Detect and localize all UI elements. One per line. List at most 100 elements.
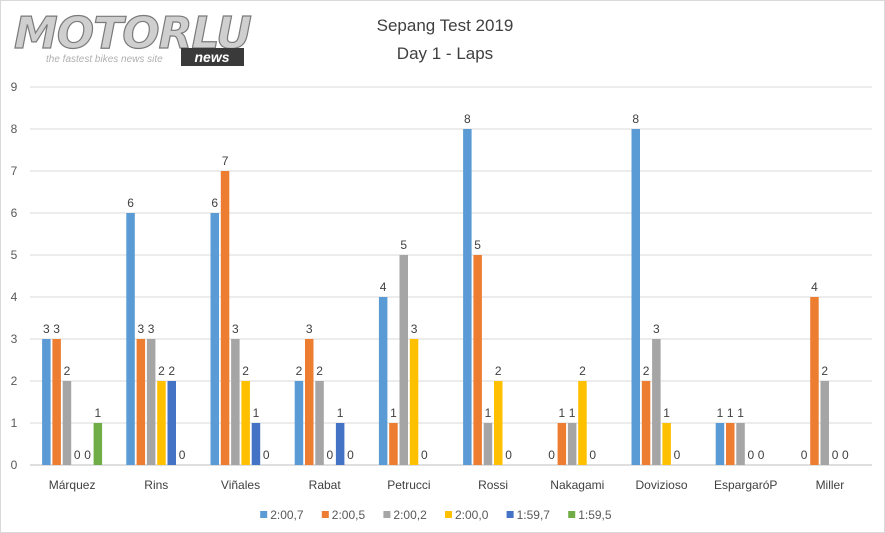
data-label: 0 xyxy=(327,448,334,462)
data-label: 6 xyxy=(127,196,134,210)
bar-2:00,2 xyxy=(652,339,661,465)
bar-2:00,5 xyxy=(726,423,735,465)
bar-2:00,5 xyxy=(220,171,230,465)
data-label: 0 xyxy=(548,448,555,462)
data-label: 0 xyxy=(748,448,755,462)
bar-2:00,5 xyxy=(136,339,146,465)
data-label: 0 xyxy=(505,448,512,462)
legend-label: 1:59,5 xyxy=(578,508,612,522)
x-tick-label: Márquez xyxy=(49,478,96,492)
legend-label: 1:59,7 xyxy=(517,508,551,522)
motorlu-logo: MOTORLU news the fastest bikes news site xyxy=(13,7,253,66)
legend-label: 2:00,0 xyxy=(455,508,489,522)
data-label: 3 xyxy=(148,322,155,336)
y-tick-label: 6 xyxy=(11,206,18,220)
bar-2:00,0 xyxy=(662,423,671,465)
x-tick-label: Rabat xyxy=(309,478,342,492)
data-label: 3 xyxy=(232,322,239,336)
bar-2:00,2 xyxy=(567,423,577,465)
data-label: 1 xyxy=(95,406,102,420)
y-tick-label: 9 xyxy=(11,80,18,94)
legend-swatch xyxy=(260,511,268,518)
x-tick-label: Nakagami xyxy=(550,478,604,492)
data-label: 0 xyxy=(74,448,81,462)
bar-1:59,7 xyxy=(167,381,176,465)
bar-2:00,0 xyxy=(157,381,166,465)
data-label: 1 xyxy=(737,406,744,420)
legend: 2:00,7 2:00,5 2:00,2 2:00,0 1:59,7 1:59,5 xyxy=(260,508,612,522)
x-tick-label: Petrucci xyxy=(387,478,430,492)
data-label: 5 xyxy=(474,238,481,252)
bar-series xyxy=(42,129,829,465)
data-label: 0 xyxy=(674,448,681,462)
bar-2:00,2 xyxy=(399,255,408,465)
bar-2:00,2 xyxy=(62,381,72,465)
data-label: 2 xyxy=(316,364,323,378)
x-tick-label: Rossi xyxy=(478,478,508,492)
data-label: 2 xyxy=(579,364,586,378)
data-label: 1 xyxy=(253,406,260,420)
data-label: 0 xyxy=(589,448,596,462)
bar-2:00,0 xyxy=(241,381,250,465)
data-label: 0 xyxy=(84,448,91,462)
data-label: 2 xyxy=(158,364,165,378)
legend-label: 2:00,2 xyxy=(393,508,427,522)
bar-2:00,5 xyxy=(557,423,567,465)
logo-badge-bg xyxy=(181,48,244,66)
y-tick-label: 2 xyxy=(11,374,18,388)
x-tick-label: EspargaróP xyxy=(714,478,777,492)
data-label: 5 xyxy=(400,238,407,252)
data-label: 6 xyxy=(211,196,218,210)
data-label: 3 xyxy=(653,322,660,336)
data-label: 1 xyxy=(390,406,397,420)
bar-2:00,2 xyxy=(231,339,240,465)
data-label: 2 xyxy=(168,364,175,378)
data-label: 0 xyxy=(832,448,839,462)
data-label: 4 xyxy=(811,280,818,294)
data-label: 3 xyxy=(306,322,313,336)
legend-swatch xyxy=(383,511,391,518)
data-label: 3 xyxy=(138,322,145,336)
x-tick-label: Miller xyxy=(816,478,845,492)
data-label: 3 xyxy=(53,322,60,336)
y-tick-label: 0 xyxy=(11,458,18,472)
y-tick-label: 7 xyxy=(11,164,18,178)
data-label: 0 xyxy=(347,448,354,462)
bar-2:00,2 xyxy=(315,381,324,465)
data-label: 0 xyxy=(421,448,428,462)
bar-2:00,7 xyxy=(294,381,304,465)
data-label: 8 xyxy=(632,112,639,126)
data-label: 3 xyxy=(43,322,50,336)
data-label: 0 xyxy=(179,448,186,462)
bar-2:00,7 xyxy=(126,213,135,465)
data-label: 2 xyxy=(64,364,71,378)
y-tick-label: 8 xyxy=(11,122,18,136)
data-label: 2 xyxy=(643,364,650,378)
data-label: 4 xyxy=(380,280,387,294)
x-tick-label: Dovizioso xyxy=(635,478,687,492)
legend-label: 2:00,5 xyxy=(332,508,366,522)
bar-2:00,0 xyxy=(494,381,503,465)
x-axis-ticks: Márquez Rins Viñales Rabat Petrucci Rossi Naka… xyxy=(49,478,844,492)
data-label: 0 xyxy=(263,448,270,462)
legend-label: 2:00,7 xyxy=(270,508,304,522)
data-label: 8 xyxy=(464,112,471,126)
legend-swatch xyxy=(506,511,514,518)
legend-swatch xyxy=(445,511,452,518)
data-label: 0 xyxy=(801,448,808,462)
logo-badge: news xyxy=(194,49,229,65)
x-tick-label: Viñales xyxy=(221,478,260,492)
bar-2:00,5 xyxy=(389,423,398,465)
data-label: 1 xyxy=(569,406,576,420)
data-label: 0 xyxy=(758,448,765,462)
bar-2:00,7 xyxy=(378,297,388,465)
data-label: 3 xyxy=(411,322,418,336)
bar-2:00,7 xyxy=(715,423,725,465)
data-label: 2 xyxy=(495,364,502,378)
bar-2:00,2 xyxy=(146,339,156,465)
gridlines xyxy=(30,86,872,466)
data-label: 1 xyxy=(559,406,566,420)
bar-2:00,0 xyxy=(578,381,587,465)
x-tick-label: Rins xyxy=(144,478,168,492)
